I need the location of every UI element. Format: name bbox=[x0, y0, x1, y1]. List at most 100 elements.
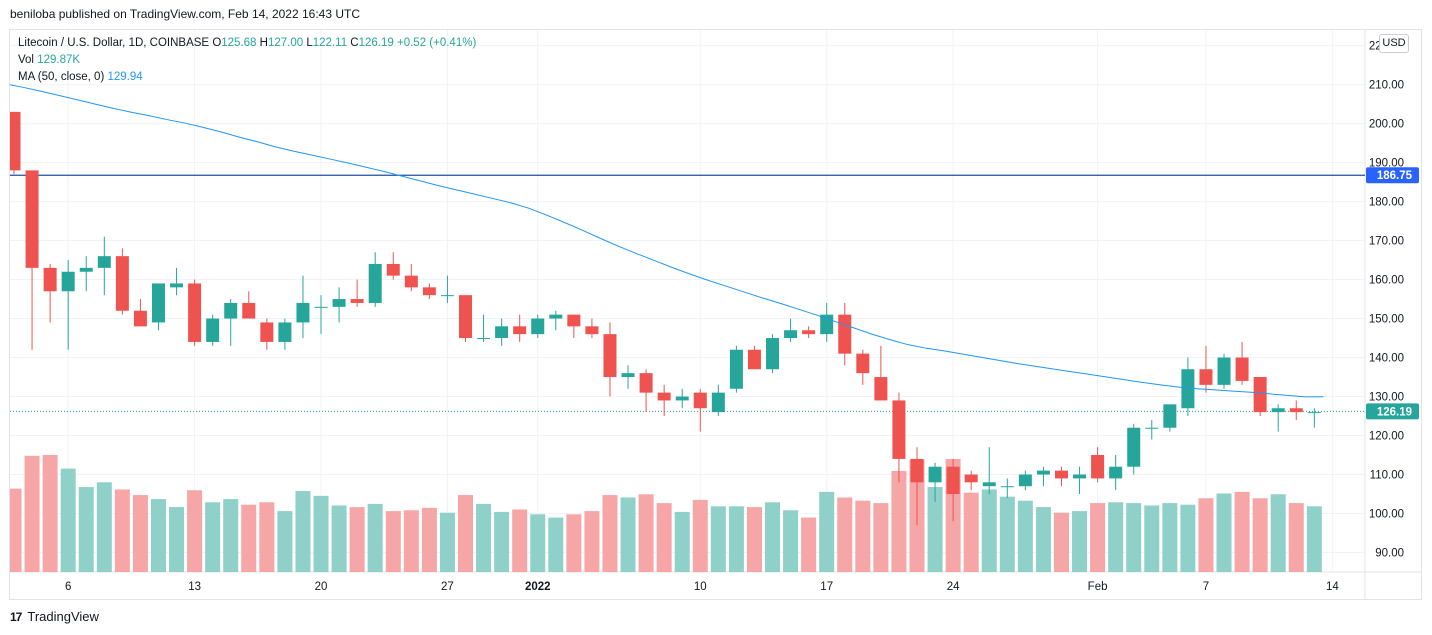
candle-body bbox=[1253, 377, 1267, 413]
candle-body bbox=[1163, 404, 1177, 428]
volume-bar bbox=[476, 503, 492, 572]
price-label-text: 186.75 bbox=[1377, 170, 1413, 182]
chart-frame[interactable] bbox=[9, 29, 1422, 600]
volume-bar bbox=[439, 512, 455, 572]
candle-body bbox=[1127, 427, 1141, 467]
volume-bar bbox=[584, 511, 600, 572]
volume-bar bbox=[169, 507, 185, 572]
legend-low: 122.11 bbox=[312, 37, 348, 49]
x-tick-label: 10 bbox=[694, 581, 707, 593]
legend-ohlc-row[interactable]: Litecoin / U.S. Dollar, 1D, COINBASE O12… bbox=[18, 35, 476, 52]
candle-body bbox=[25, 170, 39, 268]
volume-bar bbox=[783, 510, 799, 572]
tradingview-brand: TradingView bbox=[27, 609, 99, 624]
candle-body bbox=[621, 373, 635, 378]
volume-bar bbox=[1017, 500, 1033, 572]
volume-bar bbox=[494, 511, 510, 572]
price-label-text: 126.19 bbox=[1377, 406, 1412, 418]
volume-bar bbox=[620, 497, 636, 572]
x-tick-label: 14 bbox=[1326, 581, 1339, 593]
candle-body bbox=[766, 338, 780, 370]
candle-body bbox=[1036, 470, 1050, 475]
volume-bar bbox=[981, 489, 997, 572]
candle-body bbox=[477, 338, 491, 340]
chart-legend: Litecoin / U.S. Dollar, 1D, COINBASE O12… bbox=[18, 35, 476, 86]
candle-body bbox=[1091, 455, 1105, 479]
volume-bar bbox=[277, 511, 293, 572]
volume-bar bbox=[602, 495, 618, 572]
legend-volume-row[interactable]: Vol 129.87K bbox=[18, 52, 476, 69]
candle-body bbox=[278, 322, 292, 342]
candle-body bbox=[1181, 369, 1195, 409]
volume-bar bbox=[1270, 494, 1286, 572]
volume-bar bbox=[241, 504, 257, 572]
candle-body bbox=[639, 373, 653, 393]
volume-bar bbox=[1252, 498, 1268, 572]
legend-open: 125.68 bbox=[221, 37, 257, 49]
volume-bar bbox=[1180, 504, 1196, 572]
currency-button[interactable]: USD bbox=[1379, 34, 1409, 53]
candle-body bbox=[151, 283, 165, 323]
y-tick-label: 100.00 bbox=[1369, 509, 1404, 521]
volume-bar bbox=[855, 500, 871, 572]
volume-bar bbox=[710, 506, 726, 572]
candle-body bbox=[549, 314, 563, 319]
x-tick-label: 7 bbox=[1203, 581, 1209, 593]
y-tick-label: 120.00 bbox=[1369, 431, 1404, 443]
volume-bar bbox=[24, 455, 40, 572]
candle-body bbox=[1217, 357, 1231, 385]
candle-body bbox=[1073, 474, 1087, 479]
volume-bar bbox=[963, 492, 979, 572]
x-tick-label: 24 bbox=[947, 581, 960, 593]
candle-body bbox=[422, 287, 436, 296]
legend-ma-label: MA (50, close, 0) bbox=[18, 71, 105, 83]
x-tick-label: 2022 bbox=[525, 581, 551, 593]
x-tick-label: 6 bbox=[65, 581, 71, 593]
candle-body bbox=[97, 256, 111, 268]
volume-bar bbox=[999, 496, 1015, 572]
candle-body bbox=[675, 396, 689, 401]
volume-bar bbox=[530, 514, 546, 572]
candle-body bbox=[513, 326, 527, 335]
volume-bar bbox=[313, 495, 329, 572]
candle-body bbox=[79, 267, 93, 272]
volume-bar bbox=[656, 503, 672, 572]
candle-body bbox=[43, 267, 57, 292]
candle-body bbox=[747, 349, 761, 370]
candle-body bbox=[1199, 369, 1213, 385]
candle-body bbox=[1271, 408, 1285, 413]
candle-body bbox=[729, 349, 743, 389]
legend-ma-row[interactable]: MA (50, close, 0) 129.94 bbox=[18, 69, 476, 86]
candle-body bbox=[838, 314, 852, 354]
candle-body bbox=[964, 474, 978, 483]
published-by-line: beniloba published on TradingView.com, F… bbox=[10, 7, 361, 21]
candle-body bbox=[260, 322, 274, 342]
tradingview-footer[interactable]: 17 TradingView bbox=[10, 609, 99, 624]
volume-bar bbox=[223, 499, 239, 572]
candle-body bbox=[657, 392, 671, 401]
candle-body bbox=[802, 330, 816, 335]
volume-bar bbox=[150, 499, 166, 572]
candle-body bbox=[170, 283, 184, 288]
volume-bar bbox=[132, 495, 148, 572]
volume-bar bbox=[837, 497, 853, 572]
candle-body bbox=[946, 466, 960, 495]
candle-body bbox=[1109, 466, 1123, 479]
volume-bar bbox=[421, 507, 437, 572]
volume-bar bbox=[765, 502, 781, 572]
candle-body bbox=[440, 295, 454, 297]
volume-bar bbox=[205, 502, 221, 572]
y-tick-label: 90.00 bbox=[1375, 548, 1404, 560]
candle-body bbox=[531, 318, 545, 335]
candle-body bbox=[10, 111, 21, 171]
volume-bar bbox=[78, 487, 94, 572]
candle-body bbox=[206, 318, 220, 342]
candle-body bbox=[1018, 474, 1032, 487]
volume-bar bbox=[927, 487, 943, 572]
volume-bar bbox=[638, 494, 654, 572]
legend-low-label: L bbox=[306, 37, 313, 49]
volume-bar bbox=[674, 511, 690, 572]
candle-body bbox=[404, 275, 418, 288]
candle-body bbox=[711, 392, 725, 413]
